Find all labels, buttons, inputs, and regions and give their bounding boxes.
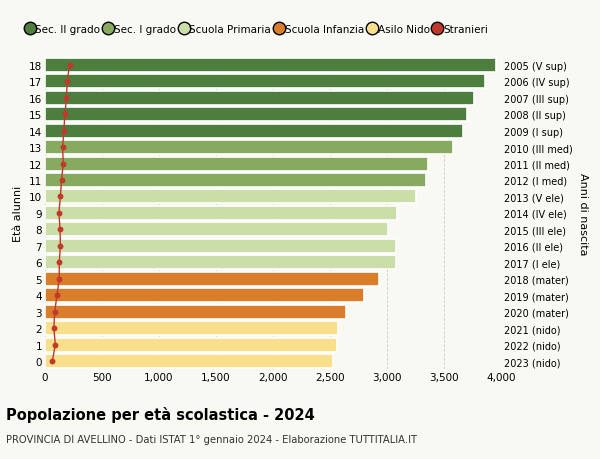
Bar [45, 174, 426, 188]
Point [49, 325, 59, 332]
Text: Popolazione per età scolastica - 2024: Popolazione per età scolastica - 2024 [6, 406, 315, 422]
Point [58, 161, 68, 168]
Bar [45, 321, 338, 336]
Bar [45, 354, 334, 368]
Bar [45, 256, 396, 270]
Bar [45, 124, 463, 138]
Point [56, 193, 65, 201]
Point [62, 78, 72, 86]
Point [57, 177, 67, 184]
Y-axis label: Età alunni: Età alunni [13, 185, 23, 241]
Point [55, 275, 64, 283]
Text: PROVINCIA DI AVELLINO - Dati ISTAT 1° gennaio 2024 - Elaborazione TUTTITALIA.IT: PROVINCIA DI AVELLINO - Dati ISTAT 1° ge… [6, 434, 417, 444]
Point [59, 128, 68, 135]
Point [56, 243, 65, 250]
Point [50, 341, 60, 348]
Legend: Sec. II grado, Sec. I grado, Scuola Primaria, Scuola Infanzia, Asilo Nido, Stran: Sec. II grado, Sec. I grado, Scuola Prim… [23, 21, 492, 39]
Bar [45, 190, 415, 204]
Bar [45, 239, 396, 253]
Point [52, 292, 62, 299]
Bar [45, 207, 397, 220]
Bar [45, 108, 467, 122]
Bar [45, 289, 364, 302]
Bar [45, 305, 346, 319]
Point [47, 358, 57, 365]
Point [58, 144, 67, 151]
Bar [45, 75, 485, 89]
Bar [45, 272, 379, 286]
Y-axis label: Anni di nascita: Anni di nascita [578, 172, 588, 255]
Point [55, 259, 64, 266]
Point [50, 308, 59, 316]
Bar [45, 223, 388, 237]
Bar [45, 141, 453, 155]
Point [60, 111, 70, 118]
Point [62, 95, 71, 102]
Bar [45, 59, 496, 73]
Point [54, 210, 64, 217]
Bar [45, 157, 428, 171]
Bar [45, 91, 473, 106]
Point [65, 62, 74, 69]
Point [55, 226, 65, 234]
Bar [45, 338, 337, 352]
